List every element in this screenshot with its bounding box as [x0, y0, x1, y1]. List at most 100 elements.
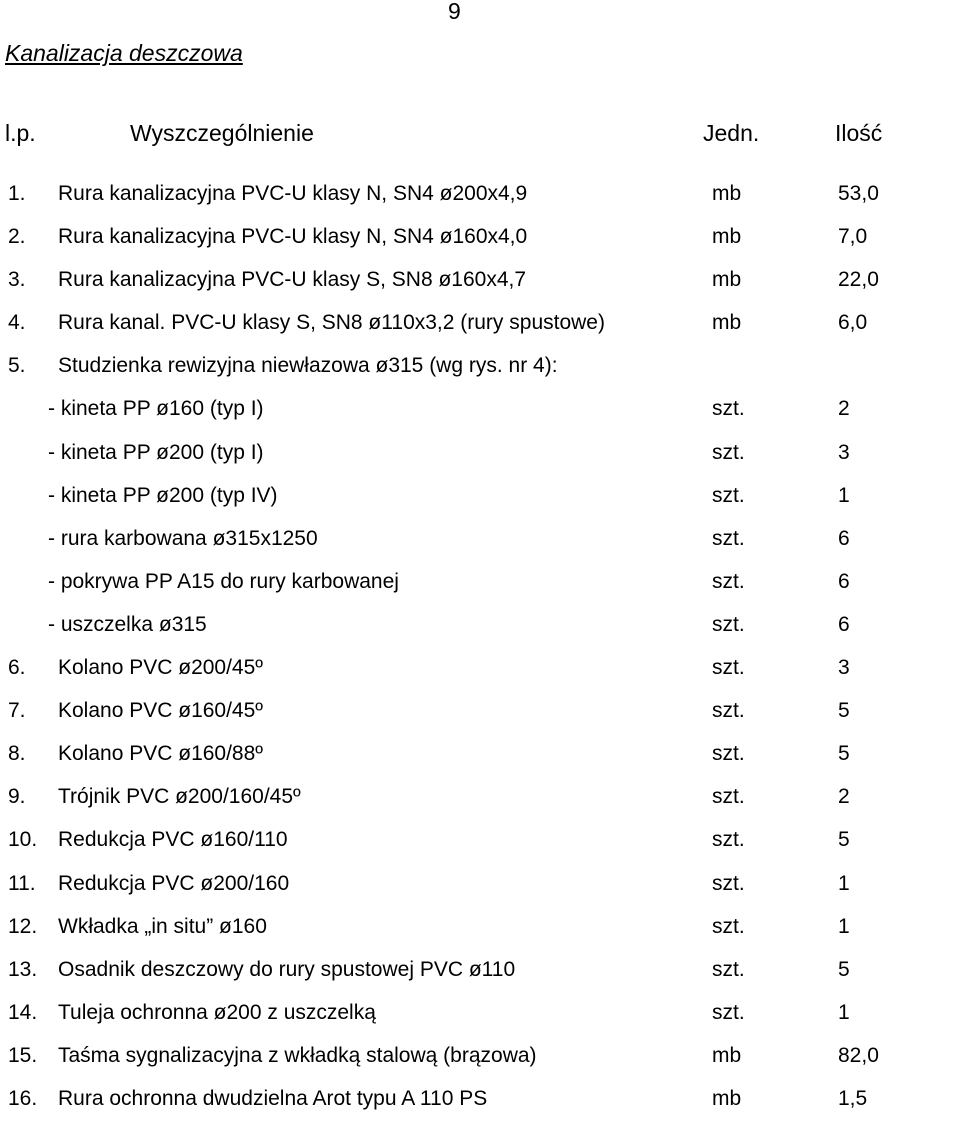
- table-row: 5. Studzienka rewizyjna niewłazowa ø315 (…: [0, 346, 960, 389]
- row-quantity: 3: [838, 440, 850, 464]
- row-number: 15.: [8, 1043, 38, 1067]
- row-unit: mb: [712, 268, 742, 292]
- row-quantity: 5: [838, 699, 850, 723]
- row-quantity: 1: [838, 871, 850, 895]
- row-unit: mb: [712, 182, 742, 205]
- row-number: 4.: [8, 311, 26, 335]
- row-quantity: 5: [838, 957, 850, 981]
- page-number: 9: [448, 0, 461, 24]
- row-number: 10.: [8, 828, 38, 852]
- row-description: - pokrywa PP A15 do rury karbowanej: [48, 569, 399, 593]
- row-unit: szt.: [712, 785, 745, 809]
- table-row: - pokrywa PP A15 do rury karbowanej szt. 6: [0, 562, 960, 605]
- row-unit: szt.: [712, 914, 745, 938]
- row-quantity: 82,0: [838, 1043, 879, 1067]
- row-description: Redukcja PVC ø160/110: [58, 828, 288, 852]
- row-description: Trójnik PVC ø200/160/45º: [58, 785, 301, 809]
- table-row: 2. Rura kanalizacyjna PVC-U klasy N, SN4 …: [0, 217, 960, 260]
- row-quantity: 7,0: [838, 225, 868, 249]
- row-description: Tuleja ochronna ø200 z uszczelką: [58, 1000, 376, 1024]
- table-row: 1. Rura kanalizacyjna PVC-U klasy N, SN4 …: [0, 174, 960, 217]
- table-row: - kineta PP ø200 (typ IV) szt. 1: [0, 476, 960, 519]
- row-description: Kolano PVC ø160/45º: [58, 699, 263, 723]
- row-description: Osadnik deszczowy do rury spustowej PVC …: [58, 957, 516, 981]
- row-quantity: 2: [838, 785, 850, 809]
- table-row: 9. Trójnik PVC ø200/160/45º szt. 2: [0, 777, 960, 820]
- row-description: - rura karbowana ø315x1250: [48, 526, 318, 550]
- row-number: 9.: [8, 785, 26, 809]
- row-unit: mb: [712, 1086, 742, 1110]
- header-lp: l.p.: [5, 120, 36, 146]
- row-quantity: 3: [838, 656, 850, 680]
- row-unit: szt.: [712, 828, 745, 852]
- row-unit: szt.: [712, 656, 745, 680]
- row-number: 14.: [8, 1000, 38, 1024]
- row-description: Studzienka rewizyjna niewłazowa ø315 (wg…: [58, 354, 558, 378]
- row-unit: szt.: [712, 397, 745, 421]
- table-row: 3. Rura kanalizacyjna PVC-U klasy S, SN8 …: [0, 260, 960, 303]
- row-unit: szt.: [712, 957, 745, 981]
- row-quantity: 5: [838, 828, 850, 852]
- row-quantity: 22,0: [838, 268, 879, 292]
- table-row: 10. Redukcja PVC ø160/110 szt. 5: [0, 820, 960, 863]
- row-quantity: 6: [838, 526, 850, 550]
- row-number: 1.: [8, 182, 26, 205]
- row-description: - kineta PP ø200 (typ I): [48, 440, 264, 464]
- table-row: 16. Rura ochronna dwudzielna Arot typu A …: [0, 1079, 960, 1122]
- row-number: 8.: [8, 742, 26, 766]
- row-quantity: 1: [838, 914, 850, 938]
- table-row: - kineta PP ø200 (typ I) szt. 3: [0, 433, 960, 476]
- row-number: 2.: [8, 225, 26, 249]
- row-unit: szt.: [712, 742, 745, 766]
- table-row: 15. Taśma sygnalizacyjna z wkładką stalow…: [0, 1036, 960, 1079]
- table-row: 13. Osadnik deszczowy do rury spustowej P…: [0, 950, 960, 993]
- row-number: 7.: [8, 699, 26, 723]
- row-quantity: 6: [838, 612, 850, 636]
- row-unit: mb: [712, 1043, 742, 1067]
- table-row: 7. Kolano PVC ø160/45º szt. 5: [0, 691, 960, 734]
- row-number: 12.: [8, 914, 38, 938]
- row-description: Kolano PVC ø200/45º: [58, 656, 263, 680]
- row-number: 16.: [8, 1086, 38, 1110]
- table-row: 4. Rura kanal. PVC-U klasy S, SN8 ø110x3,…: [0, 303, 960, 346]
- table-row: 14. Tuleja ochronna ø200 z uszczelką szt. 1: [0, 993, 960, 1036]
- row-description: Rura ochronna dwudzielna Arot typu A 110…: [58, 1086, 488, 1110]
- row-description: - kineta PP ø160 (typ I): [48, 397, 264, 421]
- row-description: Rura kanalizacyjna PVC-U klasy N, SN4 ø1…: [58, 225, 528, 249]
- table-row: - rura karbowana ø315x1250 szt. 6: [0, 519, 960, 562]
- row-quantity: 2: [838, 397, 850, 421]
- row-unit: szt.: [712, 699, 745, 723]
- row-description: Wkładka „in situ” ø160: [58, 914, 267, 938]
- row-description: - kineta PP ø200 (typ IV): [48, 483, 278, 507]
- table-row: - uszczelka ø315 szt. 6: [0, 605, 960, 648]
- row-description: Rura kanalizacyjna PVC-U klasy N, SN4 ø2…: [58, 182, 528, 205]
- row-number: 5.: [8, 354, 26, 378]
- table-row: 12. Wkładka „in situ” ø160 szt. 1: [0, 907, 960, 950]
- header-description: Wyszczególnienie: [130, 120, 314, 146]
- row-unit: szt.: [712, 612, 745, 636]
- row-number: 6.: [8, 656, 26, 680]
- row-unit: szt.: [712, 871, 745, 895]
- row-number: 11.: [8, 871, 36, 895]
- header-quantity: Ilość: [835, 120, 883, 146]
- row-quantity: 5: [838, 742, 850, 766]
- row-description: Rura kanalizacyjna PVC-U klasy S, SN8 ø1…: [58, 268, 527, 292]
- table-row: - kineta PP ø160 (typ I) szt. 2: [0, 389, 960, 432]
- row-quantity: 1: [838, 1000, 850, 1024]
- header-unit: Jedn.: [703, 120, 760, 146]
- table-row: 11. Redukcja PVC ø200/160 szt. 1: [0, 864, 960, 907]
- row-unit: szt.: [712, 483, 745, 507]
- row-unit: szt.: [712, 440, 745, 464]
- row-quantity: 1: [838, 483, 850, 507]
- row-unit: mb: [712, 225, 742, 249]
- section-title: Kanalizacja deszczowa: [5, 40, 243, 66]
- row-number: 13.: [8, 957, 38, 981]
- row-description: Rura kanal. PVC-U klasy S, SN8 ø110x3,2 …: [58, 311, 605, 335]
- row-quantity: 53,0: [838, 182, 879, 205]
- row-quantity: 6: [838, 569, 850, 593]
- row-number: 3.: [8, 268, 26, 292]
- row-quantity: 1,5: [838, 1086, 868, 1110]
- row-description: Taśma sygnalizacyjna z wkładką stalową (…: [58, 1043, 537, 1067]
- table-row: 6. Kolano PVC ø200/45º szt. 3: [0, 648, 960, 691]
- row-quantity: 6,0: [838, 311, 868, 335]
